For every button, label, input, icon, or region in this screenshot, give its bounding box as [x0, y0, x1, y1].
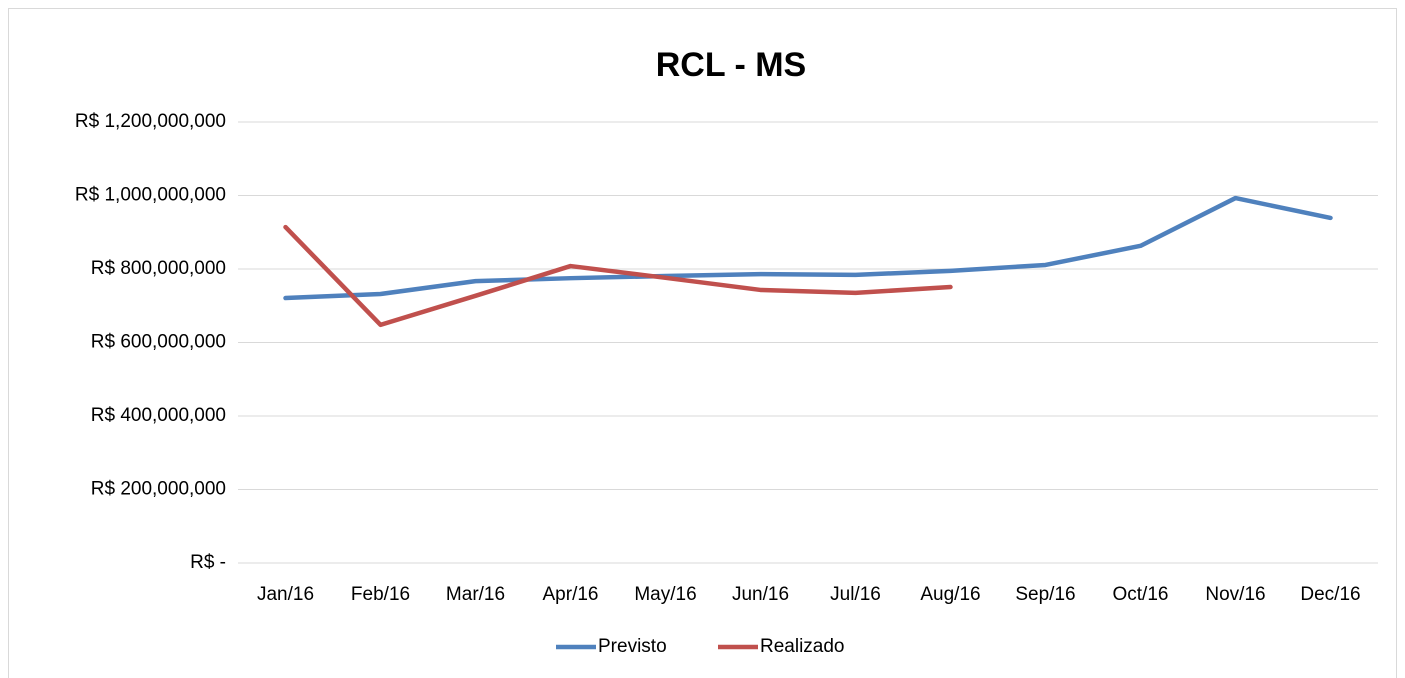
y-tick-label: R$ 400,000,000	[91, 405, 226, 426]
y-tick-label: R$ 200,000,000	[91, 479, 226, 500]
series-line	[283, 195, 1333, 301]
x-tick-label: Sep/16	[1015, 584, 1075, 605]
chart-border	[8, 8, 1397, 678]
y-tick-label: R$ -	[190, 552, 226, 573]
x-tick-label: Feb/16	[351, 584, 410, 605]
legend-label: Previsto	[598, 636, 667, 657]
legend-label: Realizado	[760, 636, 845, 657]
x-tick-label: Aug/16	[920, 584, 980, 605]
y-tick-label: R$ 800,000,000	[91, 258, 226, 279]
x-tick-label: Apr/16	[543, 584, 599, 605]
series-line	[283, 224, 953, 328]
y-tick-label: R$ 1,000,000,000	[75, 185, 226, 206]
y-tick-label: R$ 600,000,000	[91, 332, 226, 353]
x-tick-label: Jun/16	[732, 584, 789, 605]
x-tick-label: Mar/16	[446, 584, 505, 605]
x-tick-label: Jan/16	[257, 584, 314, 605]
chart-title: RCL - MS	[656, 46, 806, 84]
x-tick-label: Dec/16	[1300, 584, 1360, 605]
x-tick-label: Jul/16	[830, 584, 881, 605]
y-tick-label: R$ 1,200,000,000	[75, 111, 226, 132]
x-tick-label: Oct/16	[1113, 584, 1169, 605]
x-tick-label: May/16	[634, 584, 696, 605]
x-tick-label: Nov/16	[1205, 584, 1265, 605]
